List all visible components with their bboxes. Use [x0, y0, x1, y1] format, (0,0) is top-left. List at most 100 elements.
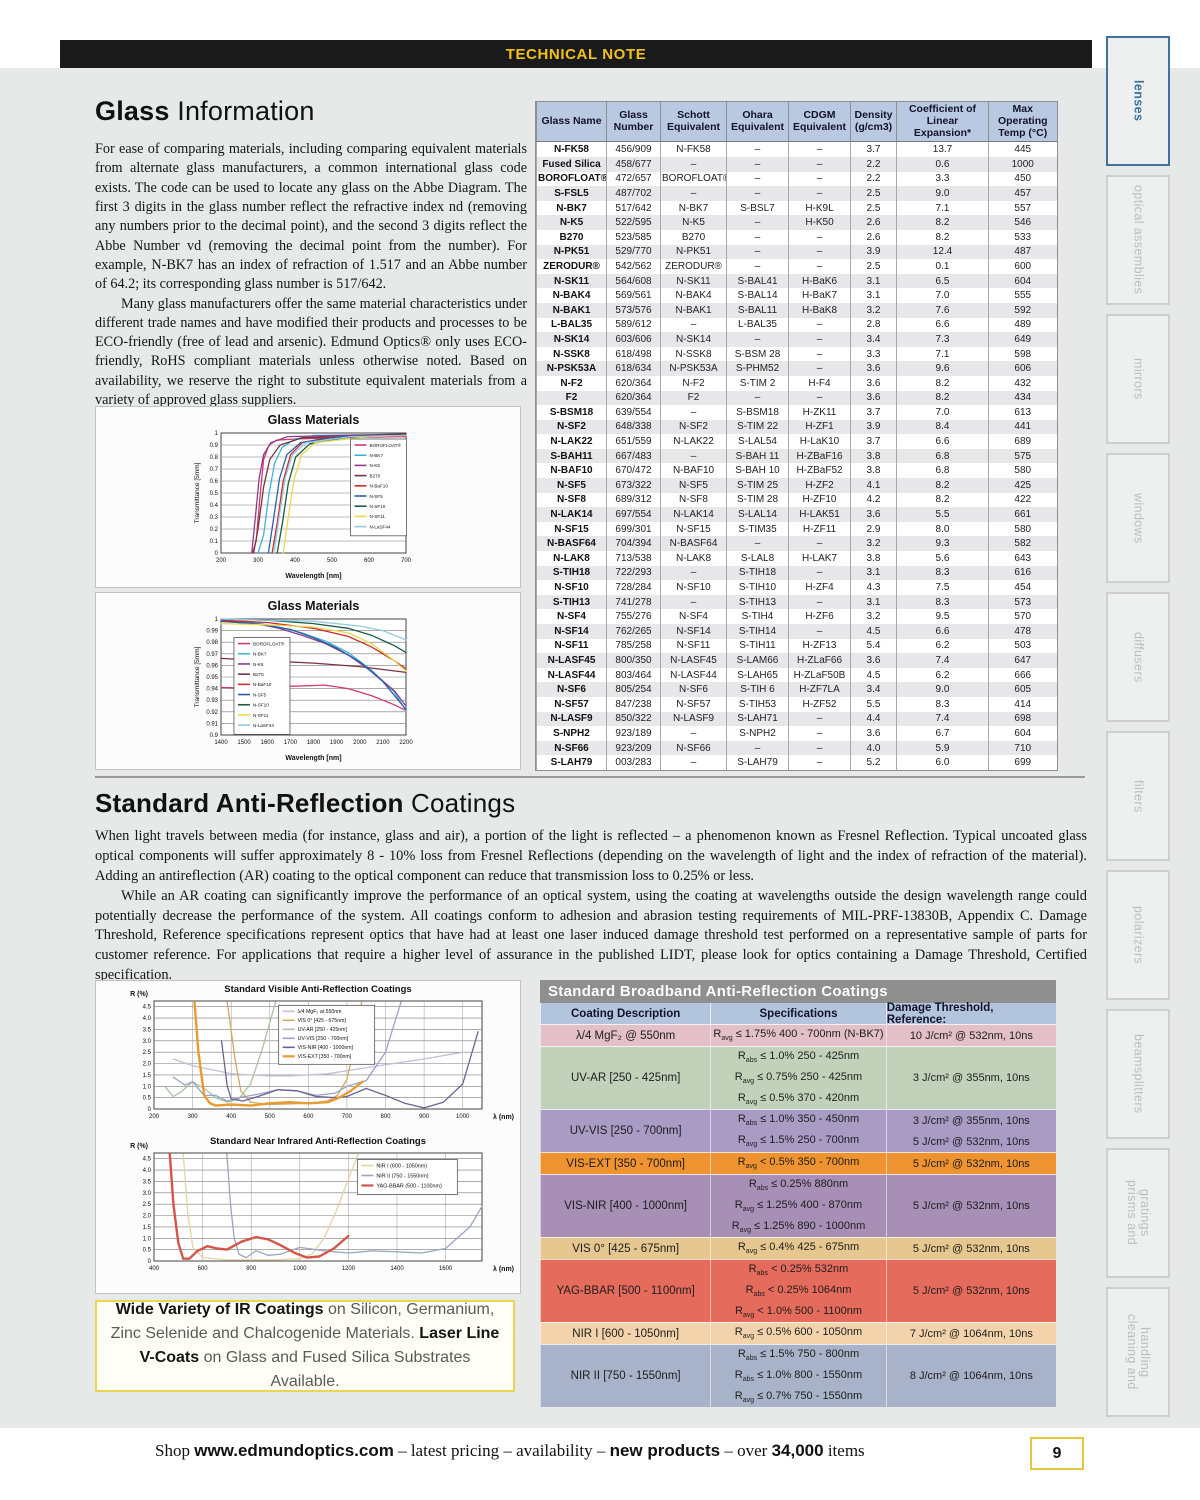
svg-text:2100: 2100	[376, 740, 390, 746]
sidebar-tab-label: windows	[1131, 492, 1146, 544]
svg-text:200: 200	[216, 558, 227, 564]
sidebar-tab-windows[interactable]: windows	[1106, 453, 1170, 583]
coating-spec: Rabs ≤ 1.0% 800 - 1550nm	[734, 1368, 863, 1384]
ar-coatings-heading: Standard Anti-Reflection Coatings	[95, 788, 515, 819]
ar-col-specifications: Specifications	[710, 1003, 885, 1024]
sidebar-tab-optical-assemblies[interactable]: optical assemblies	[1106, 175, 1170, 305]
glass-table-row: N-BK7 517/642 N-BK7 S-BSL7 H-K9L 2.5 7.1 557	[536, 200, 1057, 216]
sidebar-tab-prisms-and-gratings[interactable]: prisms and gratings	[1106, 1148, 1170, 1278]
glass-table-header: Coefficient of Linear Expansion*	[896, 102, 989, 143]
glass-table-row: N-LASF9 850/322 N-LASF9 S-LAH71–4.4 7.4 698	[536, 711, 1057, 727]
damage-threshold: 5 J/cm² @ 532nm, 10ns	[912, 1285, 1030, 1297]
svg-text:600: 600	[198, 1266, 209, 1272]
svg-text:4.5: 4.5	[143, 1005, 152, 1011]
sidebar-tab-lenses[interactable]: lenses	[1106, 36, 1170, 166]
sidebar-tab-label: diffusers	[1131, 631, 1146, 683]
ar-col-coating-description: Coating Description	[540, 1003, 710, 1024]
glass-info-text: For ease of comparing materials, includi…	[95, 140, 527, 410]
glass-table-row: N-LAK14 697/554 N-LAK14 S-LAL14 H-LAK51 3.6 5.…	[536, 507, 1057, 522]
glass-table-row: N-LASF44 803/464 N-LASF44 S-LAH65 H-ZLaF50B 4…	[536, 667, 1057, 683]
glass-table-row: N-FK58 456/909 N-FK58– –3.7 13.7 445	[536, 141, 1057, 157]
coating-spec: Ravg < 0.5% 350 - 700nm	[737, 1156, 860, 1171]
sidebar-tab-label: prisms and gratings	[1125, 1180, 1153, 1246]
svg-text:1: 1	[215, 617, 219, 623]
svg-text:BOROFLOAT®: BOROFLOAT®	[370, 442, 402, 448]
coating-description: λ/4 MgF₂ @ 550nm	[576, 1029, 676, 1042]
ar-col-damage-threshold: Damage Threshold, Reference:	[885, 1002, 1056, 1026]
damage-threshold: 5 J/cm² @ 532nm, 10ns	[912, 1200, 1030, 1212]
glass-table-row: L-BAL35 589/612– L-BAL35–2.8 6.6 489	[536, 317, 1057, 333]
svg-text:3.0: 3.0	[143, 1191, 152, 1197]
svg-text:0.5: 0.5	[210, 491, 219, 497]
svg-text:2000: 2000	[353, 740, 367, 746]
svg-text:N-SF11: N-SF11	[253, 713, 269, 718]
coating-spec: Rabs < 0.25% 1064nm	[745, 1283, 852, 1299]
coating-spec: Ravg ≤ 1.25% 890 - 1000nm	[731, 1219, 866, 1234]
svg-text:1400: 1400	[390, 1266, 404, 1272]
sidebar-tab-diffusers[interactable]: diffusers	[1106, 592, 1170, 722]
svg-text:1800: 1800	[307, 740, 321, 746]
coating-spec: Ravg ≤ 0.75% 250 - 425nm	[734, 1070, 863, 1086]
svg-text:λ (nm): λ (nm)	[493, 1265, 514, 1273]
coating-spec: Ravg ≤ 0.4% 425 - 675nm	[737, 1241, 860, 1256]
svg-text:B270: B270	[370, 473, 381, 478]
ar-coating-row: VIS 0° [425 - 675nm] Ravg ≤ 0.4% 425 - 67…	[540, 1237, 1056, 1259]
svg-text:0.4: 0.4	[210, 503, 219, 509]
svg-text:0.9: 0.9	[210, 443, 219, 449]
glass-materials-ir-chart-box: 0.9 0.91 0.92 0.93 0.94 0.95 0.96 0.97 0.98 0.99 1…	[95, 592, 521, 770]
svg-text:1.0: 1.0	[143, 1084, 152, 1090]
svg-text:N-SF5: N-SF5	[370, 494, 384, 499]
glass-table-header: Glass Name	[536, 102, 607, 143]
sidebar-tab-polarizers[interactable]: polarizers	[1106, 870, 1170, 1000]
damage-threshold: 10 J/cm² @ 532nm, 10ns	[909, 1029, 1033, 1042]
glass-table-row: S-BAH11 667/483– S-BAH 11 H-ZBaF16 3.8 6.8 575	[536, 448, 1057, 464]
svg-text:1: 1	[215, 431, 219, 437]
glass-table-row: N-PK51 529/770 N-PK51– –3.9 12.4 487	[536, 244, 1057, 260]
sidebar-tab-beamsplitters[interactable]: beamsplitters	[1106, 1009, 1170, 1139]
glass-information-heading: Glass Information	[95, 96, 315, 127]
sidebar-tab-cleaning-and-handling[interactable]: cleaning and handling	[1106, 1287, 1170, 1417]
coating-description: VIS-EXT [350 - 700nm]	[566, 1157, 685, 1170]
sidebar-tab-label: polarizers	[1131, 905, 1146, 965]
glass-table-header: Glass Number	[606, 102, 661, 143]
svg-text:1.5: 1.5	[143, 1225, 152, 1231]
damage-threshold: 5 J/cm² @ 532nm, 10ns	[912, 1157, 1030, 1170]
svg-text:300: 300	[253, 558, 264, 564]
svg-text:900: 900	[419, 1114, 430, 1120]
svg-text:200: 200	[149, 1114, 160, 1120]
svg-text:3.5: 3.5	[143, 1027, 152, 1033]
ar-heading-light: Coatings	[403, 788, 516, 818]
coating-description: NIR I [600 - 1050nm]	[572, 1327, 680, 1340]
glass-table-row: N-SF15 699/301 N-SF15 S-TIM35 H-ZF11 2.9 8.0 58…	[536, 521, 1057, 537]
svg-text:0.99: 0.99	[206, 629, 218, 635]
ar-coating-row: NIR II [750 - 1550nm] Rabs ≤ 1.5% 750 - 8…	[540, 1344, 1056, 1407]
svg-text:λ (nm): λ (nm)	[493, 1113, 514, 1121]
svg-text:700: 700	[342, 1114, 353, 1120]
svg-text:UV-AR [250 - 425nm]: UV-AR [250 - 425nm]	[298, 1027, 348, 1033]
svg-text:N-BaF10: N-BaF10	[253, 682, 272, 687]
sidebar-tab-mirrors[interactable]: mirrors	[1106, 314, 1170, 444]
glass-table-row: S-LAH79 003/283– S-LAH79–5.2 6.0 699	[536, 755, 1057, 770]
technical-note-title: TECHNICAL NOTE	[505, 45, 647, 63]
glass-table-row: N-SF6 805/254 N-SF6 S-TIH 6 H-ZF7LA 3.4 9.0 605	[536, 682, 1057, 697]
glass-table-row: N-SK14 603/606 N-SK14– –3.4 7.3 649	[536, 332, 1057, 347]
svg-text:0.95: 0.95	[206, 675, 218, 681]
svg-text:0.93: 0.93	[206, 698, 218, 704]
svg-text:0: 0	[148, 1259, 152, 1265]
glass-table-row: S-TIH13 741/278– S-TIH13–3.1 8.3 573	[536, 594, 1057, 610]
svg-text:NIR I (600 - 1050nm): NIR I (600 - 1050nm)	[376, 1163, 427, 1169]
svg-text:N-SF11: N-SF11	[370, 514, 386, 519]
damage-threshold: 5 J/cm² @ 532nm, 10ns	[912, 1242, 1030, 1255]
footer-text: Shop www.edmundoptics.com – latest prici…	[155, 1441, 865, 1460]
glass-table-row: S-TIH18 722/293– S-TIH18–3.1 8.3 616	[536, 565, 1057, 581]
glass-table-row: N-K5 522/595 N-K5– H-K50 2.6 8.2 546	[536, 215, 1057, 230]
svg-text:0.2: 0.2	[210, 527, 219, 533]
glass-materials-ir-chart: 0.9 0.91 0.92 0.93 0.94 0.95 0.96 0.97 0.98 0.99 1…	[96, 593, 518, 765]
glass-table-row: N-PSK53A 618/634 N-PSK53A S-PHM52–3.6 9.6 606	[536, 361, 1057, 376]
glass-table-row: B270 523/585 B270– –2.6 8.2 533	[536, 229, 1057, 245]
coating-spec: Ravg ≤ 0.7% 750 - 1550nm	[734, 1389, 863, 1404]
glass-table-row: N-SF57 847/238 N-SF57 S-TIH53 H-ZF52 5.5 8.3 41…	[536, 696, 1057, 712]
coating-spec: Rabs < 0.25% 532nm	[748, 1263, 849, 1278]
sidebar-tab-filters[interactable]: filters	[1106, 731, 1170, 861]
ir-coatings-callout-text: Wide Variety of IR Coatings on Silicon, …	[110, 1301, 500, 1390]
